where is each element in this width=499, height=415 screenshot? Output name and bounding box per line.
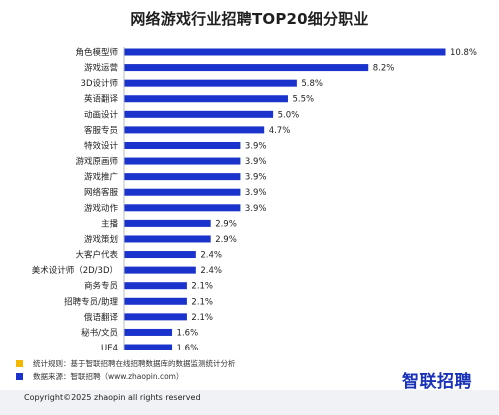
note-source-marker xyxy=(16,373,23,380)
category-label: 动画设计 xyxy=(84,109,119,120)
category-label: 主播 xyxy=(101,218,119,229)
category-label: 角色模型师 xyxy=(75,47,118,58)
note-rule-marker xyxy=(16,360,23,367)
bar xyxy=(124,188,241,196)
note-source: 数据来源：智联招聘（www.zhaopin.com） xyxy=(16,370,486,383)
category-label: 游戏运营 xyxy=(84,63,118,74)
value-label: 2.1% xyxy=(191,313,213,323)
bar xyxy=(124,282,187,290)
bar xyxy=(124,328,173,336)
value-label: 3.9% xyxy=(245,173,267,183)
value-label: 5.5% xyxy=(292,95,314,105)
bar xyxy=(124,219,211,227)
category-label: 游戏原画师 xyxy=(75,156,118,167)
value-label: 2.9% xyxy=(215,235,237,245)
bar xyxy=(124,110,274,118)
value-label: 2.4% xyxy=(200,251,222,261)
value-label: 3.9% xyxy=(245,157,267,167)
category-label: 秘书/文员 xyxy=(81,327,118,338)
value-labels-group: 10.8%8.2%5.8%5.5%5.0%4.7%3.9%3.9%3.9%3.9… xyxy=(177,48,477,350)
value-label: 1.6% xyxy=(177,344,199,350)
value-label: 2.1% xyxy=(191,297,213,307)
bar xyxy=(124,297,187,305)
bar xyxy=(124,48,446,56)
bar xyxy=(124,64,369,72)
chart-title: 网络游戏行业招聘TOP20细分职业 xyxy=(130,10,369,28)
category-label: 3D设计师 xyxy=(81,78,119,89)
category-label: UE4 xyxy=(101,344,118,350)
bar xyxy=(124,313,187,321)
copyright-bar: Copyright©2025 zhaopin all rights reserv… xyxy=(0,390,499,415)
bar xyxy=(124,204,241,212)
value-label: 2.9% xyxy=(215,219,237,229)
value-label: 2.4% xyxy=(200,266,222,276)
value-label: 3.9% xyxy=(245,188,267,198)
bar xyxy=(124,95,288,103)
category-label: 商务专员 xyxy=(84,281,118,292)
value-label: 1.6% xyxy=(177,328,199,338)
value-label: 4.7% xyxy=(269,126,291,136)
value-label: 3.9% xyxy=(245,141,267,151)
category-label: 游戏策划 xyxy=(84,234,118,245)
footer-notes: 统计规则：基于智联招聘在线招聘数据库的数据监测统计分析 数据来源：智联招聘（ww… xyxy=(16,357,486,383)
note-source-text: 数据来源：智联招聘（www.zhaopin.com） xyxy=(33,372,184,381)
category-label: 英语翻译 xyxy=(84,94,119,105)
bar xyxy=(124,344,173,350)
zhaopin-logo: 智联招聘 xyxy=(402,372,472,392)
category-label: 游戏推广 xyxy=(84,172,118,183)
value-label: 3.9% xyxy=(245,204,267,214)
value-label: 5.8% xyxy=(301,79,323,89)
value-label: 5.0% xyxy=(278,110,300,120)
note-rule: 统计规则：基于智联招聘在线招聘数据库的数据监测统计分析 xyxy=(16,357,486,370)
category-label: 美术设计师（2D/3D） xyxy=(32,265,118,276)
value-label: 2.1% xyxy=(191,282,213,292)
category-label: 特效设计 xyxy=(84,140,119,151)
note-rule-text: 统计规则：基于智联招聘在线招聘数据库的数据监测统计分析 xyxy=(33,359,236,368)
category-label: 客服专员 xyxy=(84,125,118,136)
bar xyxy=(124,79,297,87)
bar xyxy=(124,173,241,181)
category-label: 网络客服 xyxy=(84,187,119,198)
value-label: 10.8% xyxy=(450,48,477,58)
bar xyxy=(124,251,196,259)
category-label: 大客户代表 xyxy=(75,250,118,261)
bars-group xyxy=(124,48,446,350)
bar xyxy=(124,141,241,149)
bar xyxy=(124,266,196,274)
bar xyxy=(124,126,265,134)
value-label: 8.2% xyxy=(373,64,395,74)
bar xyxy=(124,235,211,243)
category-label: 招聘专员/助理 xyxy=(64,296,118,307)
category-label: 俄语翻译 xyxy=(84,312,119,323)
bar xyxy=(124,157,241,165)
copyright-text: Copyright©2025 zhaopin all rights reserv… xyxy=(24,393,201,402)
category-label: 游戏动作 xyxy=(84,203,119,214)
